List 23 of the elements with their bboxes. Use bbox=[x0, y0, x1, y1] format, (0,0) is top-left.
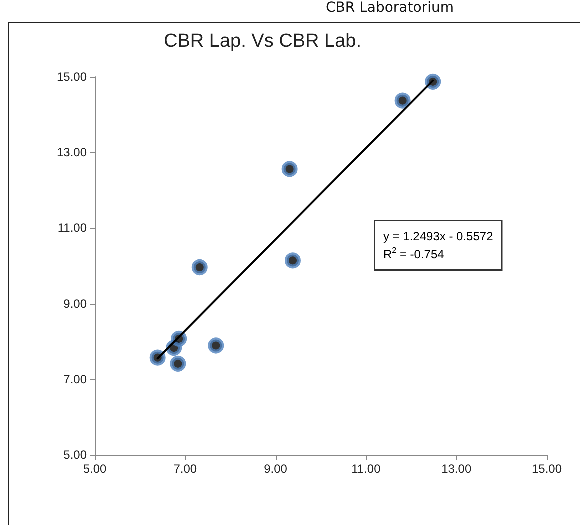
chart-title: CBR Lap. Vs CBR Lab. bbox=[164, 31, 362, 52]
y-tick-label: 9.00 bbox=[64, 296, 88, 311]
point bbox=[150, 350, 166, 366]
x-tick-label: 13.00 bbox=[442, 462, 472, 476]
y-tick-label: 7.00 bbox=[64, 372, 88, 386]
x-tick-label: 9.00 bbox=[264, 462, 288, 476]
point bbox=[208, 338, 224, 354]
point bbox=[284, 252, 301, 269]
y-tick-label: 15.00 bbox=[56, 70, 88, 84]
annotation: y = 1.2493x - 0.5572 bbox=[384, 230, 494, 244]
point bbox=[282, 161, 298, 178]
y-tick-label: 13.00 bbox=[56, 146, 88, 160]
x-tick-label: 5.00 bbox=[83, 462, 107, 476]
point bbox=[425, 74, 442, 90]
point bbox=[394, 92, 411, 109]
x-tick-label: 11.00 bbox=[352, 462, 382, 476]
point bbox=[192, 260, 208, 276]
y-tick-label: 5.00 bbox=[64, 448, 88, 462]
x-tick-label: 15.00 bbox=[532, 462, 562, 476]
point bbox=[170, 356, 186, 372]
x-tick-label: 7.00 bbox=[174, 462, 198, 476]
text: CBR Laboratorium bbox=[325, 0, 455, 18]
y-tick-label: 11.00 bbox=[58, 221, 88, 236]
